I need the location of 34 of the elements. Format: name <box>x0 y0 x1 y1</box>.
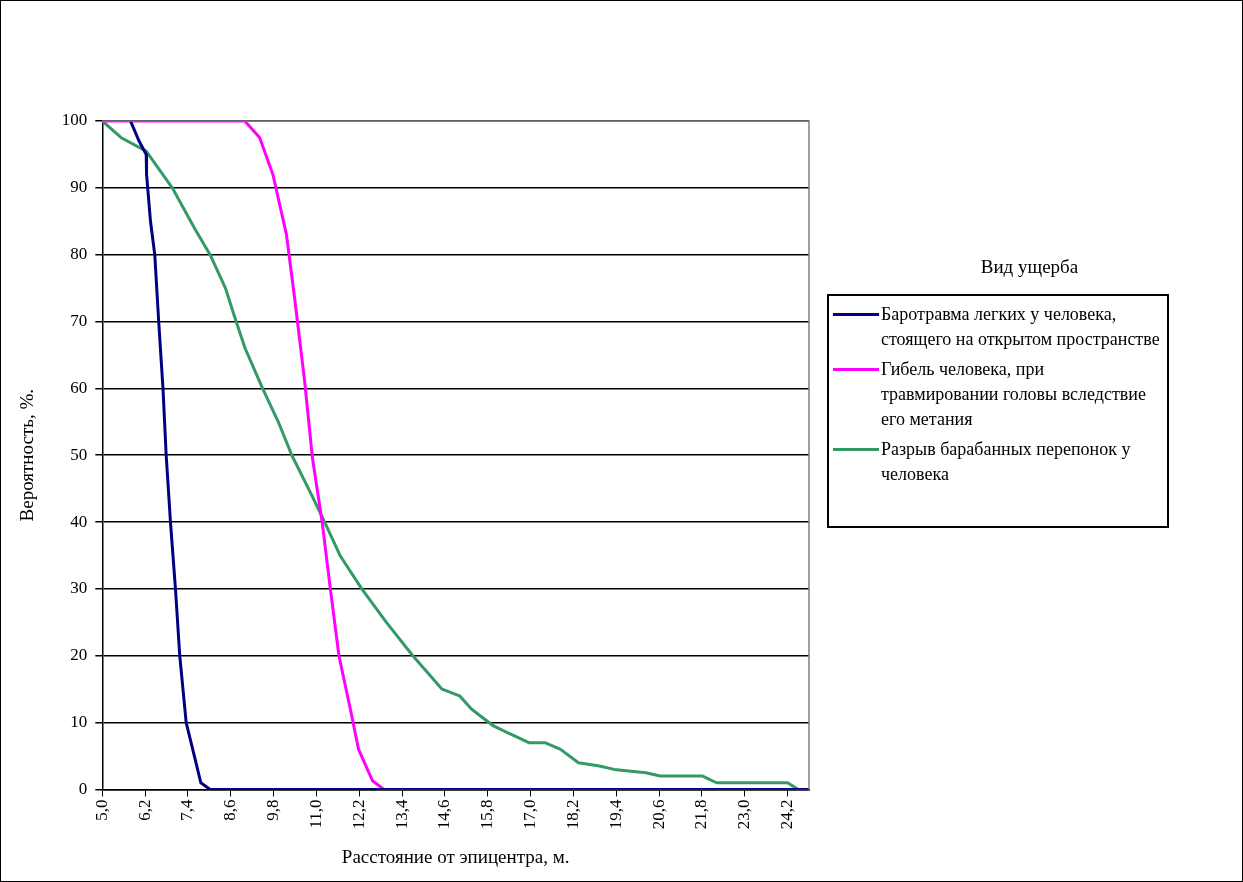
x-tick-label: 6,2 <box>134 799 154 821</box>
y-tick-label: 20 <box>70 645 88 665</box>
x-tick-label: 7,4 <box>177 798 197 821</box>
x-tick-label: 14,6 <box>434 799 454 830</box>
x-tick-label: 5,0 <box>91 799 111 821</box>
y-tick-label: 30 <box>70 578 88 598</box>
y-tick-label: 0 <box>78 778 88 798</box>
x-tick-label: 15,8 <box>477 799 497 830</box>
legend-label: Баротравма легких у человека, стоящего на открытом пространстве <box>881 303 1161 351</box>
y-tick-label: 40 <box>70 511 88 531</box>
y-tick-label: 80 <box>70 244 88 264</box>
legend-label: Разрыв барабанных перепонок у человека <box>881 438 1132 486</box>
x-tick-label: 17,0 <box>520 799 540 830</box>
x-tick-label: 9,8 <box>263 799 283 821</box>
x-tick-label: 24,2 <box>777 799 797 830</box>
x-tick-label: 19,4 <box>605 798 625 830</box>
y-tick-label: 70 <box>70 311 88 330</box>
y-tick-label: 10 <box>70 712 88 732</box>
legend-label: Гибель человека, при травмировании головы вследствие его метания <box>881 358 1147 431</box>
x-tick-label: 18,2 <box>562 799 582 830</box>
x-tick-label: 21,8 <box>691 799 711 830</box>
y-tick-label: 90 <box>70 177 88 197</box>
y-tick-label: 60 <box>70 377 88 397</box>
x-tick-label: 23,0 <box>734 799 754 830</box>
y-tick-label: 100 <box>61 110 88 130</box>
y-axis-title: Вероятность, %. <box>16 389 38 522</box>
x-tick-label: 20,6 <box>648 799 668 830</box>
x-axis-title: Расстояние от эпицентра, м. <box>341 845 570 867</box>
x-tick-label: 12,2 <box>348 799 368 830</box>
x-tick-label: 11,0 <box>305 799 325 829</box>
x-tick-label: 8,6 <box>220 799 240 821</box>
y-tick-label: 50 <box>70 444 88 464</box>
legend-title: Вид ущерба <box>979 256 1080 278</box>
x-tick-label: 13,4 <box>391 798 411 830</box>
